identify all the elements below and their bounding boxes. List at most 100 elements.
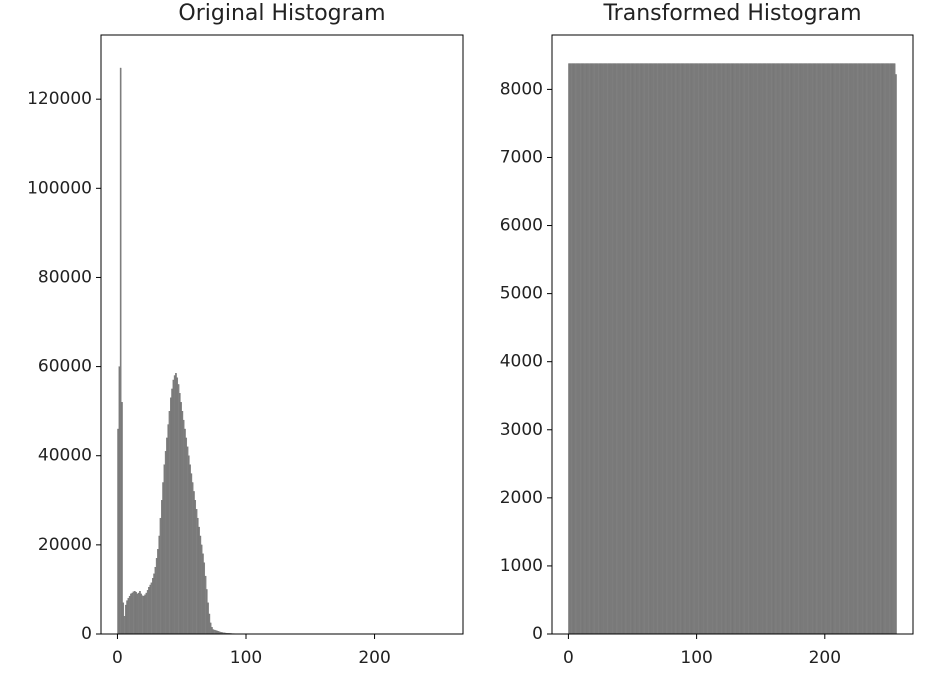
x-tick-label: 100 [230,648,262,668]
bar [759,63,761,635]
bar [669,63,672,635]
bar [666,63,669,635]
bar [810,63,813,635]
bar [633,63,636,635]
bar [191,482,194,635]
bar [777,63,779,635]
bar [132,591,135,635]
bar [837,63,840,635]
bar [796,63,799,635]
bar [212,629,215,635]
bar [818,63,820,635]
y-tick-label: 6000 [500,216,543,236]
bar [773,63,775,635]
y-tick-label: 4000 [500,352,543,372]
bar [891,63,893,635]
bar [171,388,173,635]
bar [841,63,843,635]
y-tick-label: 0 [81,624,92,644]
bar [202,553,204,635]
bar [705,63,708,635]
bar [130,593,132,635]
bar [614,63,616,635]
bar [137,592,140,635]
bar [607,63,610,635]
bar [170,397,172,635]
bar [734,63,737,635]
bar [710,63,713,635]
bar [127,598,130,635]
bar [141,595,144,635]
bar [143,595,145,635]
bar [724,63,727,635]
bar [820,63,823,635]
bar [831,63,833,635]
bar [166,437,168,635]
bar [186,446,189,635]
bar [618,63,620,635]
y-tick-label: 60000 [38,357,92,377]
bar [646,63,649,635]
bar [650,63,652,635]
bar [875,63,878,635]
bar [164,451,167,635]
bar [175,373,177,635]
bar [593,63,596,635]
bar [861,63,864,635]
bar [784,63,787,635]
bar [213,629,216,635]
bar [681,63,683,635]
bar [856,63,859,635]
bar [697,63,700,635]
bar [121,402,123,635]
bar [886,63,888,635]
bar [678,63,681,635]
bar [672,63,674,635]
bar [731,63,733,635]
bar [641,63,643,635]
bar [131,592,134,635]
bar [692,63,695,635]
bar [813,63,815,635]
bar [657,63,660,635]
bar [895,74,897,635]
bar [660,63,663,635]
bar [727,63,729,635]
bar [740,63,742,635]
x-tick-label: 200 [358,648,390,668]
bar [155,558,158,635]
bar [805,63,808,635]
bar [806,63,809,635]
bar [827,63,829,635]
bar [642,63,645,635]
bar [637,63,640,635]
bar [728,63,731,635]
bar [751,63,754,635]
chart-title: Original Histogram [178,1,385,26]
bar [743,63,746,635]
y-tick-label: 1000 [500,556,543,576]
bar [119,67,122,635]
bar [690,63,692,635]
bar [665,63,668,635]
bar [713,63,715,635]
bar [809,63,811,635]
bar [741,63,743,635]
bar [804,63,806,635]
bar [797,63,800,635]
bar [605,63,608,635]
bar [582,63,584,635]
bar [568,63,570,635]
bar [892,63,895,635]
bar [640,63,642,635]
bar [852,63,855,635]
bar [570,63,573,635]
bar [152,578,154,635]
bar [627,63,629,635]
y-tick-label: 120000 [27,89,92,109]
bar [664,63,666,635]
bar [829,63,832,635]
bar [602,63,605,635]
bar [815,63,818,635]
bar [883,63,886,635]
